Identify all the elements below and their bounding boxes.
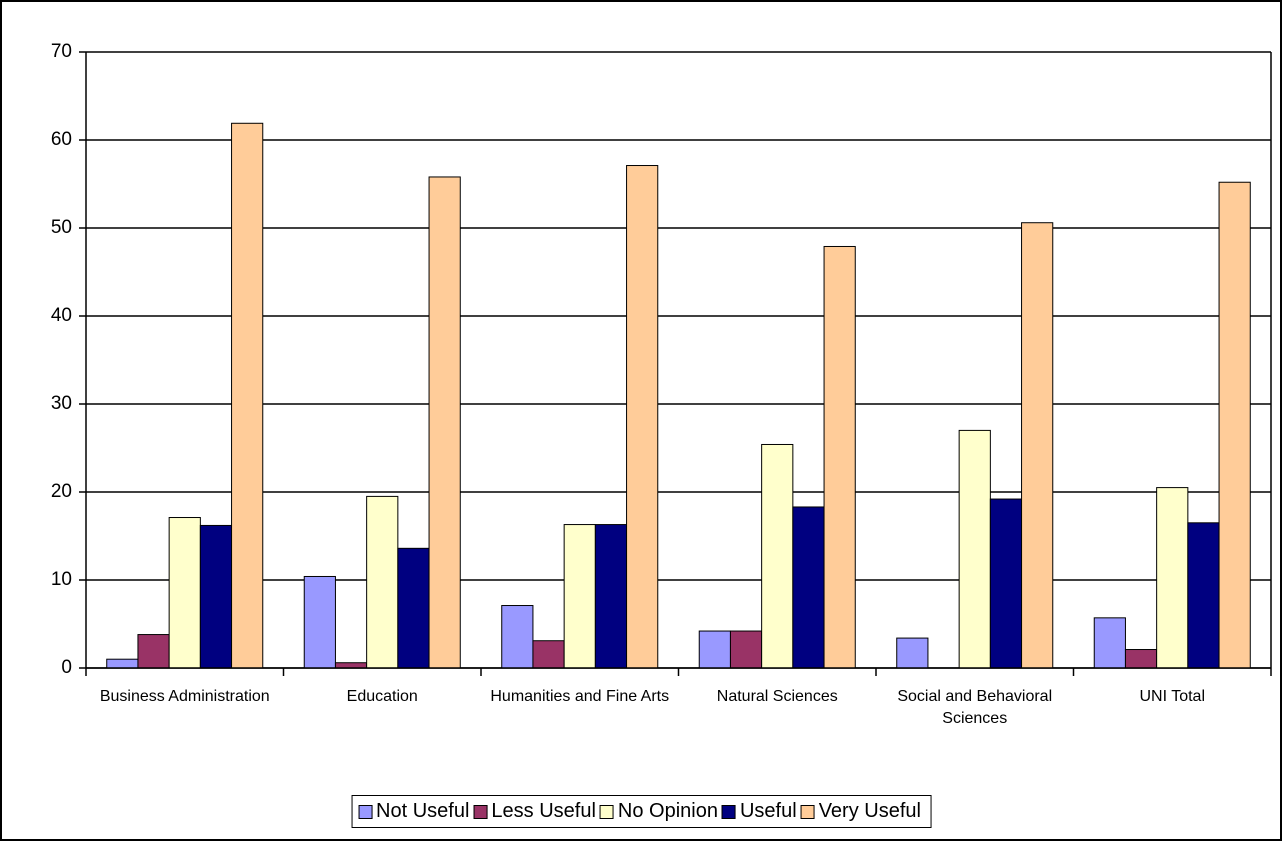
bar: [303, 575, 336, 669]
bar: [397, 547, 430, 669]
bar: [792, 506, 825, 669]
bar: [1021, 222, 1054, 669]
bar: [199, 524, 233, 669]
bar: [366, 495, 399, 669]
legend-item: Very Useful: [800, 800, 921, 823]
legend-label: Less Useful: [491, 800, 596, 822]
bar: [231, 122, 264, 669]
bar: [761, 443, 794, 669]
legend-label: Very Useful: [818, 800, 921, 822]
bar: [989, 498, 1023, 669]
legend-item: Less Useful: [473, 800, 596, 823]
legend-label: Not Useful: [376, 800, 470, 822]
y-tick-label: 60: [51, 129, 72, 150]
x-tick-label: Education: [346, 688, 418, 705]
y-tick-label: 40: [51, 305, 72, 326]
bar: [563, 524, 596, 669]
legend-swatch: [473, 804, 488, 819]
x-tick-label: Business Administration: [99, 688, 270, 705]
bar: [168, 517, 201, 669]
bar: [594, 524, 628, 669]
bar: [106, 658, 139, 669]
bar: [958, 429, 991, 669]
legend-swatch: [721, 804, 736, 819]
bar: [334, 662, 368, 669]
bar: [896, 637, 929, 669]
x-tick-label: Humanities and Fine Arts: [490, 688, 670, 705]
bar: [1218, 181, 1251, 669]
bar: [1093, 617, 1126, 669]
x-tick-label: Natural Sciences: [716, 688, 838, 705]
y-tick-label: 70: [51, 41, 72, 62]
bar: [137, 634, 170, 669]
bar: [1187, 522, 1220, 669]
bar: [1156, 487, 1189, 669]
bar: [698, 630, 731, 669]
bar: [729, 630, 763, 669]
legend: Not Useful Less Useful No Opinion Useful Ver…: [351, 795, 932, 828]
legend-label: Useful: [739, 800, 797, 822]
legend-swatch: [358, 804, 373, 819]
legend-item: Not Useful: [358, 800, 469, 823]
bar: [532, 640, 565, 669]
bar: [626, 165, 659, 669]
legend-item: Useful: [721, 800, 797, 823]
y-tick-label: 50: [51, 217, 72, 238]
bar: [428, 176, 461, 669]
bar: [501, 605, 534, 669]
x-tick-label: UNI Total: [1139, 688, 1205, 705]
legend-label: No Opinion: [617, 800, 718, 822]
legend-swatch: [599, 804, 614, 819]
y-tick-label: 30: [51, 393, 72, 414]
legend-item: No Opinion: [599, 800, 718, 823]
y-tick-label: 20: [51, 481, 72, 502]
bar: [823, 245, 856, 669]
y-tick-label: 0: [61, 657, 72, 678]
y-tick-label: 10: [51, 569, 72, 590]
x-tick-label: Social and Behavioral Sciences: [897, 688, 1053, 727]
legend-swatch: [800, 804, 815, 819]
bar: [1124, 649, 1158, 669]
